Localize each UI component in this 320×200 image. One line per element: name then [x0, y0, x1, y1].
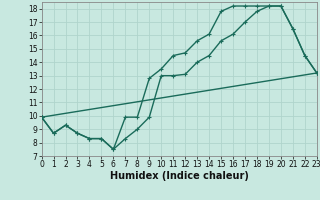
- X-axis label: Humidex (Indice chaleur): Humidex (Indice chaleur): [110, 171, 249, 181]
